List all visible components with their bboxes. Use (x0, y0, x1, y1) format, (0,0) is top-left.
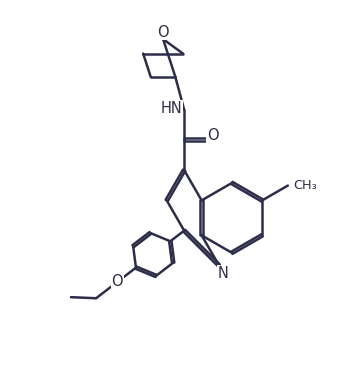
Text: HN: HN (161, 101, 182, 116)
Text: CH₃: CH₃ (293, 179, 317, 192)
Text: O: O (112, 275, 123, 289)
Text: N: N (218, 266, 229, 281)
Text: O: O (157, 25, 169, 40)
Text: O: O (207, 128, 219, 144)
